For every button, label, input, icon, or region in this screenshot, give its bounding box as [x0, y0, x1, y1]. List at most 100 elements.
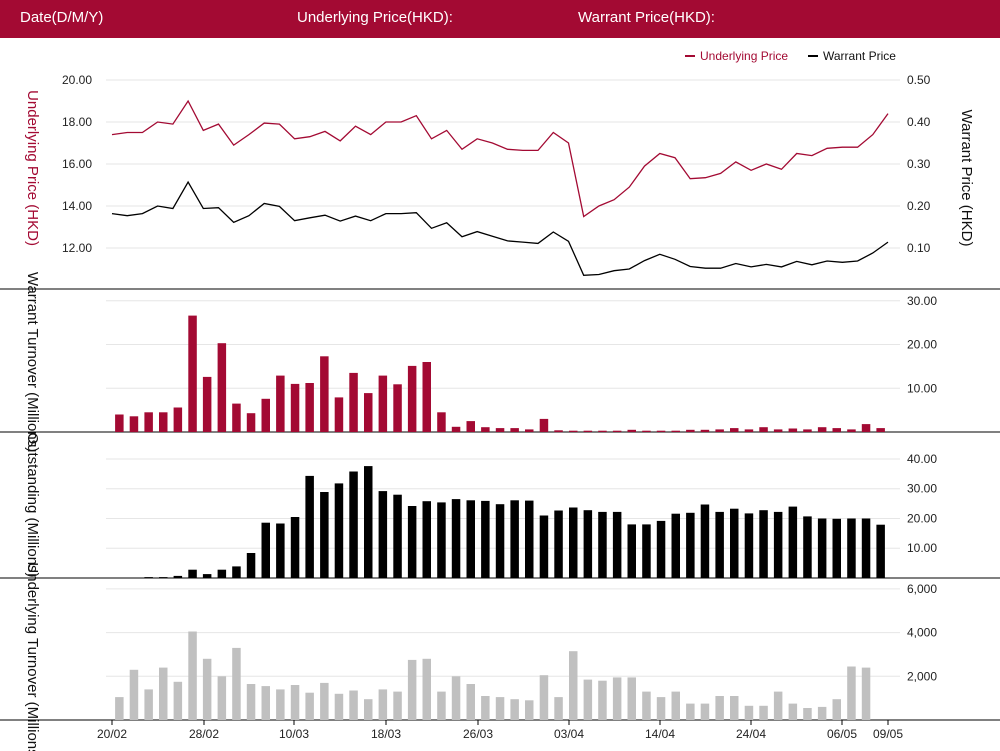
- outstanding-bar: [583, 510, 593, 578]
- underlying-turnover-bar: [173, 681, 183, 720]
- warrant-turnover-bar: [627, 429, 636, 432]
- y-left-tick-label: 20.00: [62, 73, 92, 87]
- underlying-turnover-bar: [847, 666, 856, 720]
- outstanding-bar: [481, 500, 490, 578]
- warrant-turnover-bar: [569, 430, 578, 432]
- underlying-turnover-bar: [115, 697, 124, 720]
- warrant-turnover-bar: [261, 398, 270, 433]
- outstanding-bar: [466, 500, 475, 578]
- underlying-turnover-bar: [642, 691, 651, 720]
- underlying-turnover-bar: [202, 658, 212, 720]
- underlying-turnover-axis-title: Underlying Turnover (Millions): [24, 562, 41, 751]
- underlying-turnover-bar: [744, 705, 754, 720]
- outstanding-bar: [847, 518, 856, 578]
- outstanding-bar: [159, 577, 168, 578]
- underlying-turnover-bar: [378, 689, 388, 720]
- x-tick-label: 28/02: [189, 727, 219, 741]
- underlying-turnover-bar: [246, 684, 256, 720]
- outstanding-bar: [642, 524, 651, 578]
- warrant-turnover-bar: [144, 412, 153, 432]
- warrant-turnover-bar: [246, 413, 256, 432]
- outstanding-bar: [349, 471, 358, 578]
- warrant-turnover-bar: [290, 383, 300, 432]
- outstanding-bar: [202, 574, 212, 578]
- warrant-turnover-bar: [232, 403, 241, 432]
- outstanding-bar: [832, 518, 841, 578]
- y-right-tick-label: 2,000: [907, 669, 937, 683]
- underlying-turnover-bar: [261, 686, 270, 720]
- underlying-turnover-bar: [159, 667, 168, 720]
- outstanding-bar: [861, 518, 871, 578]
- underlying-turnover-bar: [290, 685, 300, 720]
- outstanding-bar: [437, 502, 446, 578]
- x-tick-label: 06/05: [827, 727, 857, 741]
- x-tick-label: 03/04: [554, 727, 584, 741]
- y-right-tick-label: 0.50: [907, 73, 931, 87]
- warrant-turnover-bar: [642, 430, 651, 432]
- underlying-price-axis-title: Underlying Price (HKD): [24, 90, 41, 246]
- warrant-turnover-bar: [730, 428, 739, 432]
- warrant-turnover-bar: [276, 375, 285, 432]
- underlying-turnover-bar: [803, 708, 812, 720]
- underlying-turnover-bar: [730, 696, 739, 720]
- warrant-turnover-bar: [817, 427, 827, 432]
- underlying-turnover-bar: [671, 691, 680, 720]
- warrant-turnover-bar: [554, 430, 563, 433]
- outstanding-bar: [290, 517, 300, 578]
- underlying-turnover-bar: [715, 696, 724, 720]
- outstanding-bar: [495, 504, 505, 578]
- warrant-turnover-bar: [700, 429, 710, 432]
- header-warrant-price-label: Warrant Price(HKD):: [578, 9, 715, 26]
- underlying-turnover-bar: [510, 699, 519, 720]
- y-left-tick-label: 12.00: [62, 241, 92, 255]
- warrant-turnover-bar: [188, 315, 197, 432]
- outstanding-bar: [173, 575, 183, 578]
- underlying-turnover-bar: [437, 691, 446, 720]
- y-left-tick-label: 18.00: [62, 115, 92, 129]
- underlying-turnover-bar: [583, 679, 593, 720]
- outstanding-bar: [627, 524, 636, 578]
- underlying-turnover-bar: [598, 680, 607, 720]
- outstanding-bar: [612, 511, 622, 578]
- outstanding-bar: [744, 513, 754, 578]
- warrant-turnover-bar: [159, 412, 168, 432]
- underlying-turnover-bar: [334, 693, 344, 720]
- warrant-turnover-bar: [847, 429, 856, 432]
- y-right-tick-label: 30.00: [907, 294, 937, 308]
- header-bar: Date(D/M/Y) Underlying Price(HKD): Warra…: [0, 0, 1000, 38]
- x-tick-label: 09/05: [873, 727, 903, 741]
- outstanding-bar: [569, 507, 578, 578]
- warrant-turnover-bar: [129, 416, 139, 433]
- outstanding-bar: [671, 513, 680, 578]
- underlying-turnover-bar: [569, 651, 578, 720]
- warrant-turnover-bar: [173, 407, 183, 432]
- underlying-turnover-bar: [686, 703, 695, 720]
- warrant-turnover-bar: [598, 430, 607, 432]
- outstanding-bar: [554, 510, 563, 578]
- underlying-turnover-bar: [539, 675, 549, 720]
- outstanding-bar: [246, 553, 256, 578]
- y-right-tick-label: 6,000: [907, 582, 937, 596]
- warrant-price-axis-title: Warrant Price (HKD): [958, 110, 975, 247]
- underlying-price-line: [111, 99, 889, 218]
- y-right-tick-label: 20.00: [907, 338, 937, 352]
- warrant-turnover-bar: [349, 372, 358, 432]
- warrant-turnover-bar: [320, 356, 329, 432]
- warrant-turnover-bar: [202, 376, 212, 432]
- underlying-turnover-bar: [773, 691, 783, 720]
- outstanding-bar: [305, 475, 314, 578]
- outstanding-bar: [217, 569, 227, 578]
- underlying-turnover-bar: [481, 696, 490, 720]
- y-right-tick-label: 30.00: [907, 482, 937, 496]
- warrant-turnover-bar: [393, 384, 402, 432]
- outstanding-bar: [422, 501, 431, 578]
- y-right-tick-label: 4,000: [907, 626, 937, 640]
- warrant-turnover-bar: [861, 424, 871, 432]
- outstanding-axis-title: Outstanding (Millions): [24, 432, 41, 577]
- underlying-turnover-bar: [320, 682, 329, 720]
- outstanding-bar: [876, 524, 885, 578]
- outstanding-bar: [144, 577, 153, 578]
- outstanding-bar: [803, 516, 812, 578]
- warrant-turnover-bar: [481, 427, 490, 432]
- outstanding-bar: [525, 500, 534, 578]
